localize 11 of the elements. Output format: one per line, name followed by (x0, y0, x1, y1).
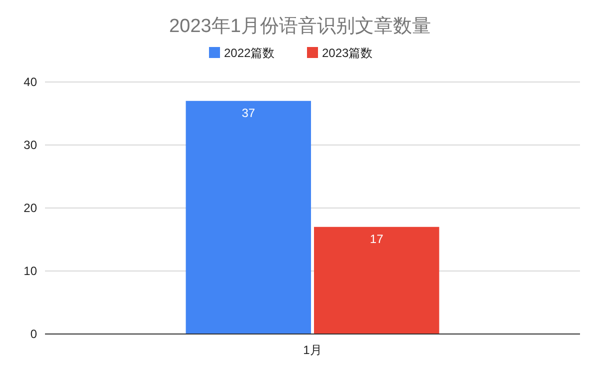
y-tick-label: 40 (24, 75, 38, 89)
legend-label: 2023篇数 (322, 46, 373, 60)
y-tick-label: 30 (24, 138, 38, 152)
y-tick-label: 0 (30, 327, 38, 341)
data-label: 37 (242, 106, 256, 120)
y-tick-label: 20 (24, 201, 38, 215)
x-tick-label: 1月 (303, 343, 322, 357)
data-label: 17 (370, 232, 384, 246)
chart-title: 2023年1月份语音识别文章数量 (169, 15, 431, 37)
y-tick-label: 10 (24, 264, 38, 278)
legend-label: 2022篇数 (224, 46, 275, 60)
